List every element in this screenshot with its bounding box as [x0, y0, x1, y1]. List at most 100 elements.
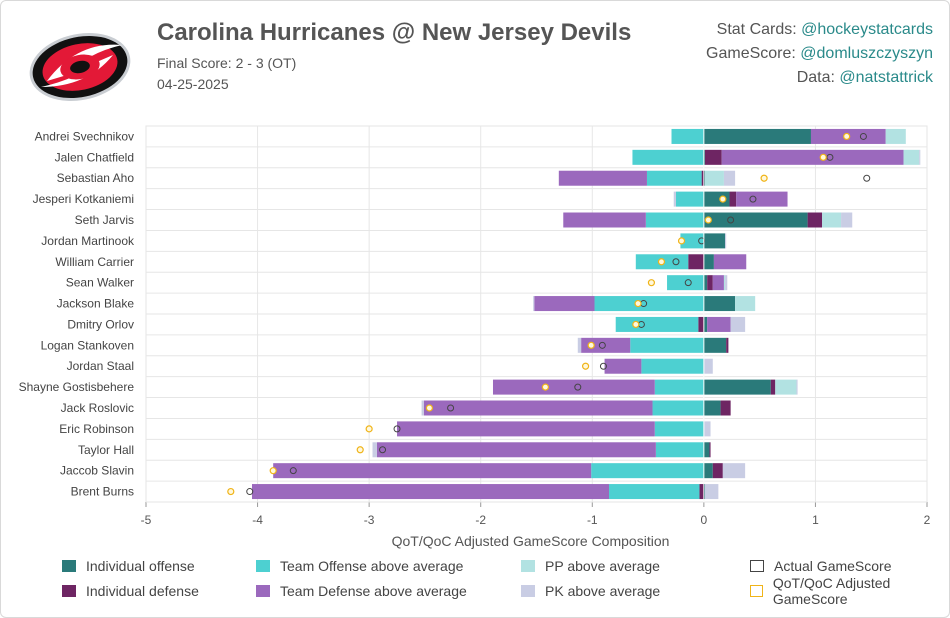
legend-item: Individual defense	[62, 582, 199, 600]
adjusted-gamescore-marker	[425, 404, 433, 412]
bar-segment-ind-def	[699, 484, 704, 500]
bar-segment-ind-off	[703, 316, 708, 332]
bar-segment-team-def	[423, 400, 653, 416]
actual-gamescore-marker	[727, 216, 735, 224]
bar-segment-pp	[885, 128, 906, 144]
x-tick-label: -2	[475, 513, 486, 527]
bar-segment-team-off	[609, 484, 700, 500]
bar-segment-pp	[723, 275, 726, 291]
bar-segment-pk	[722, 463, 746, 479]
bar-segment-pk	[673, 191, 676, 207]
legend-swatch	[750, 560, 764, 572]
bar-segment-team-def	[713, 254, 747, 270]
bar-segment-pk	[730, 316, 746, 332]
bar-segment-team-def	[251, 484, 610, 500]
bar-segment-ind-off	[703, 191, 730, 207]
bar-segment-team-off	[645, 212, 704, 228]
legend-swatch	[750, 585, 763, 597]
bar-segment-ind-off	[703, 212, 808, 228]
bar-segment-ind-def	[712, 463, 723, 479]
legend-item: PK above average	[521, 582, 660, 600]
bar-segment-ind-off	[703, 149, 705, 165]
bar-segment-pk	[841, 212, 853, 228]
actual-gamescore-marker	[684, 279, 692, 287]
legend-label: Team Offense above average	[280, 558, 464, 574]
credit-handle-link[interactable]: @hockeystatcards	[801, 21, 933, 38]
bar-segment-team-off	[615, 316, 699, 332]
actual-gamescore-marker	[749, 195, 757, 203]
bar-segment-pk	[372, 442, 377, 458]
bar-segment-team-off	[654, 421, 704, 437]
bar-segment-pp	[735, 296, 756, 312]
legend-label: PK above average	[545, 583, 661, 599]
bar-segment-ind-off	[703, 296, 736, 312]
player-label: Taylor Hall	[78, 443, 134, 457]
bar-segment-team-off	[591, 463, 704, 479]
player-label: Sean Walker	[66, 276, 134, 290]
adjusted-gamescore-marker	[677, 237, 686, 245]
bar-segment-ind-off	[703, 233, 726, 249]
legend-item: Team Offense above average	[256, 557, 463, 575]
bar-segment-pp	[903, 149, 920, 165]
bar-segment-ind-off	[703, 463, 713, 479]
bar-segment-team-def	[558, 170, 647, 186]
x-axis-label: QoT/QoC Adjusted GameScore Composition	[392, 533, 670, 549]
bar-segment-pk	[577, 337, 582, 353]
adjusted-gamescore-marker	[647, 279, 656, 287]
legend-swatch	[521, 585, 535, 597]
legend-item: Actual GameScore	[750, 557, 892, 575]
credit-handle-link[interactable]: @domluszczyszyn	[800, 45, 933, 62]
legend-swatch	[256, 585, 270, 597]
final-score: Final Score: 2 - 3 (OT)	[157, 55, 297, 71]
x-tick-label: 1	[812, 513, 819, 527]
credit-stat-cards: Stat Cards: @hockeystatcards	[706, 18, 933, 42]
bar-segment-pp	[775, 379, 797, 395]
bar-segment-pk	[723, 170, 736, 186]
legend-swatch	[62, 585, 76, 597]
bar-segment-pk	[703, 421, 711, 437]
legend-swatch	[62, 560, 76, 572]
legend-item: QoT/QoC Adjusted GameScore	[750, 575, 950, 607]
adjusted-gamescore-marker	[587, 341, 595, 349]
legend-label: Team Defense above average	[280, 583, 467, 599]
legend-label: Individual defense	[86, 583, 199, 599]
bar-segment-team-off	[654, 379, 704, 395]
bar-segment-team-off	[646, 170, 702, 186]
credit-handle-link[interactable]: @natstattrick	[839, 69, 933, 86]
actual-gamescore-marker	[393, 425, 401, 433]
bar-segment-team-def	[376, 442, 656, 458]
bar-segment-pk	[533, 296, 535, 312]
actual-gamescore-marker	[599, 362, 607, 370]
adjusted-gamescore-marker	[843, 132, 851, 141]
player-label: Jordan Martinook	[41, 234, 135, 248]
bar-segment-ind-off	[703, 128, 811, 144]
legend-item: Team Defense above average	[256, 582, 467, 600]
bar-segment-team-def	[604, 358, 642, 374]
x-tick-label: -4	[252, 513, 263, 527]
adjusted-gamescore-marker	[657, 258, 666, 266]
legend-label: Individual offense	[86, 558, 195, 574]
bar-segment-pp	[822, 212, 842, 228]
player-label: Jackson Blake	[57, 297, 135, 311]
credit-label: Stat Cards:	[716, 21, 802, 38]
x-tick-label: -1	[587, 513, 598, 527]
player-label: Logan Stankoven	[41, 338, 134, 352]
game-title: Carolina Hurricanes @ New Jersey Devils	[157, 19, 632, 46]
adjusted-gamescore-marker	[632, 320, 640, 329]
bar-segment-team-off	[632, 149, 704, 165]
actual-gamescore-marker	[672, 258, 680, 266]
bar-segment-team-off	[655, 442, 704, 458]
legend-label: Actual GameScore	[774, 558, 892, 574]
player-label: Dmitry Orlov	[67, 317, 134, 331]
credits: Stat Cards: @hockeystatcards GameScore: …	[706, 18, 933, 90]
adjusted-gamescore-marker	[634, 299, 642, 308]
player-label: Jordan Staal	[67, 359, 134, 373]
player-label: Sebastian Aho	[57, 171, 135, 185]
adjusted-gamescore-marker	[356, 446, 364, 454]
legend-label: PP above average	[545, 558, 660, 574]
bar-segment-team-def	[492, 379, 655, 395]
bar-segment-team-off	[641, 358, 704, 374]
player-label: Seth Jarvis	[75, 213, 134, 227]
